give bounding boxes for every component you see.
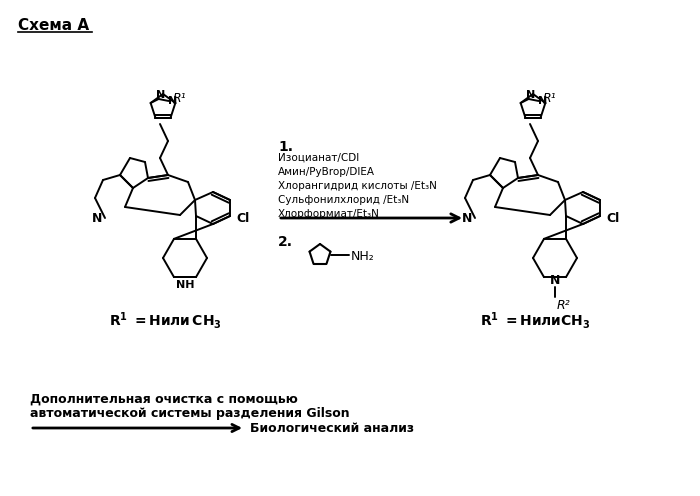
- Text: R²: R²: [557, 299, 570, 312]
- Text: Дополнительная очистка с помощью: Дополнительная очистка с помощью: [30, 393, 298, 406]
- Text: N: N: [526, 90, 536, 100]
- Text: N: N: [92, 211, 102, 225]
- Text: N: N: [156, 90, 166, 100]
- Text: Хлорформиат/Et₃N: Хлорформиат/Et₃N: [278, 209, 380, 219]
- Text: $\mathbf{R^1}$ $\mathbf{= Нили\, CH_3}$: $\mathbf{R^1}$ $\mathbf{= Нили\, CH_3}$: [108, 310, 221, 331]
- Text: Амин/PyBrop/DIEA: Амин/PyBrop/DIEA: [278, 167, 375, 177]
- Text: R¹: R¹: [173, 92, 186, 106]
- Text: 2.: 2.: [278, 235, 293, 249]
- Text: $\mathbf{R^1}$ $\mathbf{= НилиCH_3}$: $\mathbf{R^1}$ $\mathbf{= НилиCH_3}$: [480, 310, 590, 331]
- Text: автоматической системы разделения Gilson: автоматической системы разделения Gilson: [30, 407, 349, 420]
- Text: N: N: [462, 211, 472, 225]
- Text: NH₂: NH₂: [351, 249, 374, 262]
- Text: R¹: R¹: [542, 92, 556, 106]
- Text: NH: NH: [176, 280, 195, 290]
- Text: 1.: 1.: [278, 140, 293, 154]
- Text: Cl: Cl: [606, 212, 620, 226]
- Text: N: N: [168, 96, 177, 106]
- Text: N: N: [550, 274, 560, 287]
- Text: Изоцианат/CDI: Изоцианат/CDI: [278, 153, 359, 163]
- Text: Сульфонилхлорид /Et₃N: Сульфонилхлорид /Et₃N: [278, 195, 409, 205]
- Text: Биологический анализ: Биологический анализ: [250, 422, 414, 434]
- Text: Схема А: Схема А: [18, 18, 89, 33]
- Text: Хлорангидрид кислоты /Et₃N: Хлорангидрид кислоты /Et₃N: [278, 181, 437, 191]
- Text: N: N: [538, 96, 547, 106]
- Text: Cl: Cl: [236, 212, 249, 226]
